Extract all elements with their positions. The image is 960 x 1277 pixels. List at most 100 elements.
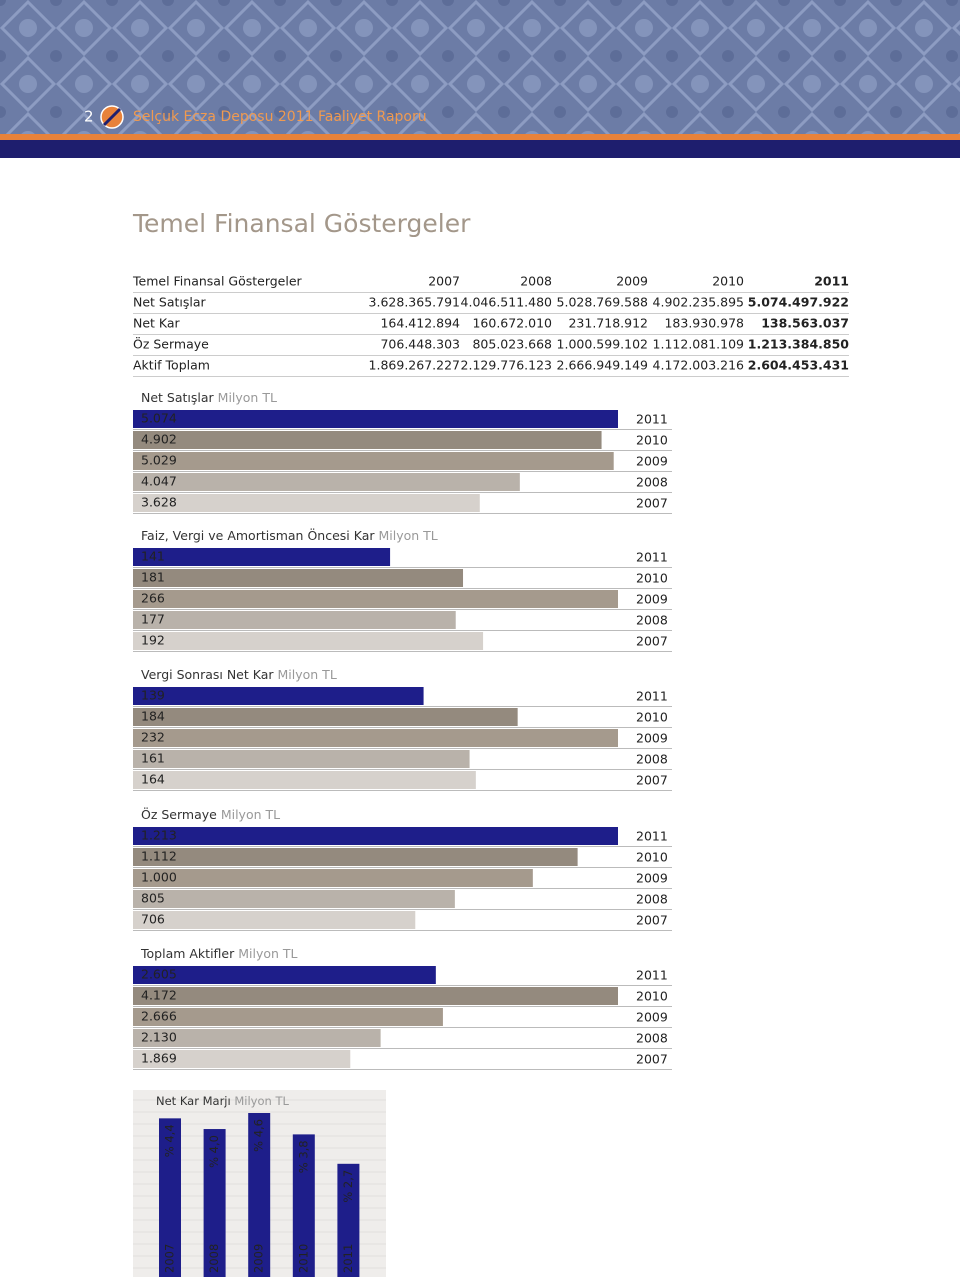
year-label: 2011 (636, 829, 668, 844)
table-cell: 1.213.384.850 (748, 337, 850, 352)
bar-label: 706 (141, 912, 165, 927)
chart-title: Net Kar Marjı Milyon TL (156, 1094, 289, 1108)
bar-label: 266 (141, 591, 165, 606)
table-header-cell: 2010 (712, 274, 744, 289)
content: Temel Finansal Göstergeler 2007 2008 2009 20… (132, 274, 849, 1277)
bar-label: 177 (141, 612, 165, 627)
column-label: % 4,6 (252, 1119, 266, 1152)
table-header-cell: 2008 (520, 274, 552, 289)
year-label: 2007 (163, 1244, 177, 1273)
column (159, 1118, 181, 1277)
table-cell: 4.172.003.216 (653, 358, 744, 373)
bar (133, 1050, 351, 1068)
bar (133, 569, 464, 587)
chart-title-text: Öz Sermaye (141, 806, 217, 822)
chart-title: Vergi Sonrası Net Kar Milyon TL (141, 667, 337, 682)
table-header-cell: 2009 (616, 274, 648, 289)
year-label: 2009 (636, 1010, 668, 1025)
year-label: 2007 (636, 634, 668, 649)
chart-title-text: Toplam Aktifler (140, 946, 235, 961)
bar (133, 1008, 443, 1026)
year-label: 2007 (636, 496, 668, 511)
chart-title: Toplam Aktifler Milyon TL (140, 946, 298, 961)
bar-label: 181 (141, 570, 165, 585)
year-label: 2010 (636, 989, 668, 1004)
table-header-cell: Temel Finansal Göstergeler (132, 274, 303, 289)
bar (133, 452, 614, 470)
bar-label: 184 (141, 709, 165, 724)
year-label: 2011 (636, 689, 668, 704)
bar-label: 1.213 (141, 828, 177, 843)
year-label: 2008 (636, 613, 668, 628)
year-label: 2011 (341, 1244, 355, 1273)
bar (133, 987, 618, 1005)
year-label: 2007 (636, 1052, 668, 1067)
table-cell: 164.412.894 (380, 316, 460, 331)
bar (133, 1029, 381, 1047)
year-label: 2009 (636, 454, 668, 469)
bar-label: 5.074 (141, 411, 177, 426)
table-cell: 4.046.511.480 (461, 295, 552, 310)
bar-label: 164 (141, 772, 165, 787)
column-label: % 2,7 (341, 1170, 355, 1203)
year-label: 2008 (636, 892, 668, 907)
table-cell: 138.563.037 (761, 316, 849, 331)
bar-label: 139 (141, 688, 165, 703)
bar (133, 473, 520, 491)
chart-title-text: Net Satışlar (141, 390, 215, 405)
column (337, 1163, 360, 1277)
table-cell: 805.023.668 (472, 337, 552, 352)
table-cell: 231.718.912 (568, 316, 648, 331)
chart-title-text: Faiz, Vergi ve Amortisman Öncesi Kar (141, 527, 375, 543)
table-cell: 2.604.453.431 (748, 358, 849, 373)
year-label: 2010 (636, 850, 668, 865)
chart-unit: Milyon TL (379, 528, 438, 543)
bar (133, 869, 533, 887)
year-label: 2011 (636, 412, 668, 427)
bar (133, 708, 518, 726)
column-label: % 4,4 (163, 1124, 177, 1157)
table-cell: Net Kar (133, 316, 181, 331)
chart-unit: Milyon TL (238, 946, 297, 961)
table-cell: 2.129.776.123 (461, 358, 552, 373)
year-label: 2008 (207, 1244, 221, 1273)
year-label: 2008 (636, 752, 668, 767)
bar-label: 5.029 (141, 453, 177, 468)
header-pattern (0, 0, 960, 136)
chart-title-text: Vergi Sonrası Net Kar (141, 667, 274, 682)
year-label: 2010 (296, 1244, 310, 1273)
chart-title: Faiz, Vergi ve Amortisman Öncesi Kar Mil… (141, 527, 438, 543)
bar (133, 548, 391, 566)
table-cell: 1.112.081.109 (653, 337, 744, 352)
year-label: 2008 (636, 475, 668, 490)
year-label: 2008 (636, 1031, 668, 1046)
table-cell: 5.028.769.588 (557, 295, 648, 310)
column (248, 1113, 271, 1277)
bar (133, 729, 618, 747)
bar (133, 911, 416, 929)
year-label: 2009 (636, 731, 668, 746)
bar (133, 827, 618, 845)
column-label: % 3,8 (296, 1140, 310, 1173)
bar-label: 2.605 (141, 967, 177, 982)
year-label: 2007 (636, 913, 668, 928)
column-label: % 4,0 (207, 1135, 221, 1168)
report-title: Selçuk Ecza Deposu 2011 Faaliyet Raporu (133, 109, 427, 125)
bar-label: 2.130 (141, 1030, 177, 1045)
bar (133, 611, 456, 629)
column (292, 1134, 315, 1277)
bar-label: 1.000 (141, 870, 177, 885)
table-cell: Öz Sermaye (133, 336, 209, 352)
year-label: 2009 (636, 592, 668, 607)
table-cell: 5.074.497.922 (748, 295, 849, 310)
bar-label: 3.628 (141, 495, 177, 510)
table-cell: Net Satışlar (133, 295, 207, 310)
chart-title-text: Net Kar Marjı (156, 1094, 231, 1108)
bar-label: 192 (141, 633, 165, 648)
table-cell: 1.869.267.227 (369, 358, 460, 373)
logo (100, 105, 124, 129)
bar-label: 4.047 (141, 474, 177, 489)
bar (133, 431, 602, 449)
bar (133, 632, 484, 650)
table-cell: 1.000.599.102 (557, 337, 648, 352)
